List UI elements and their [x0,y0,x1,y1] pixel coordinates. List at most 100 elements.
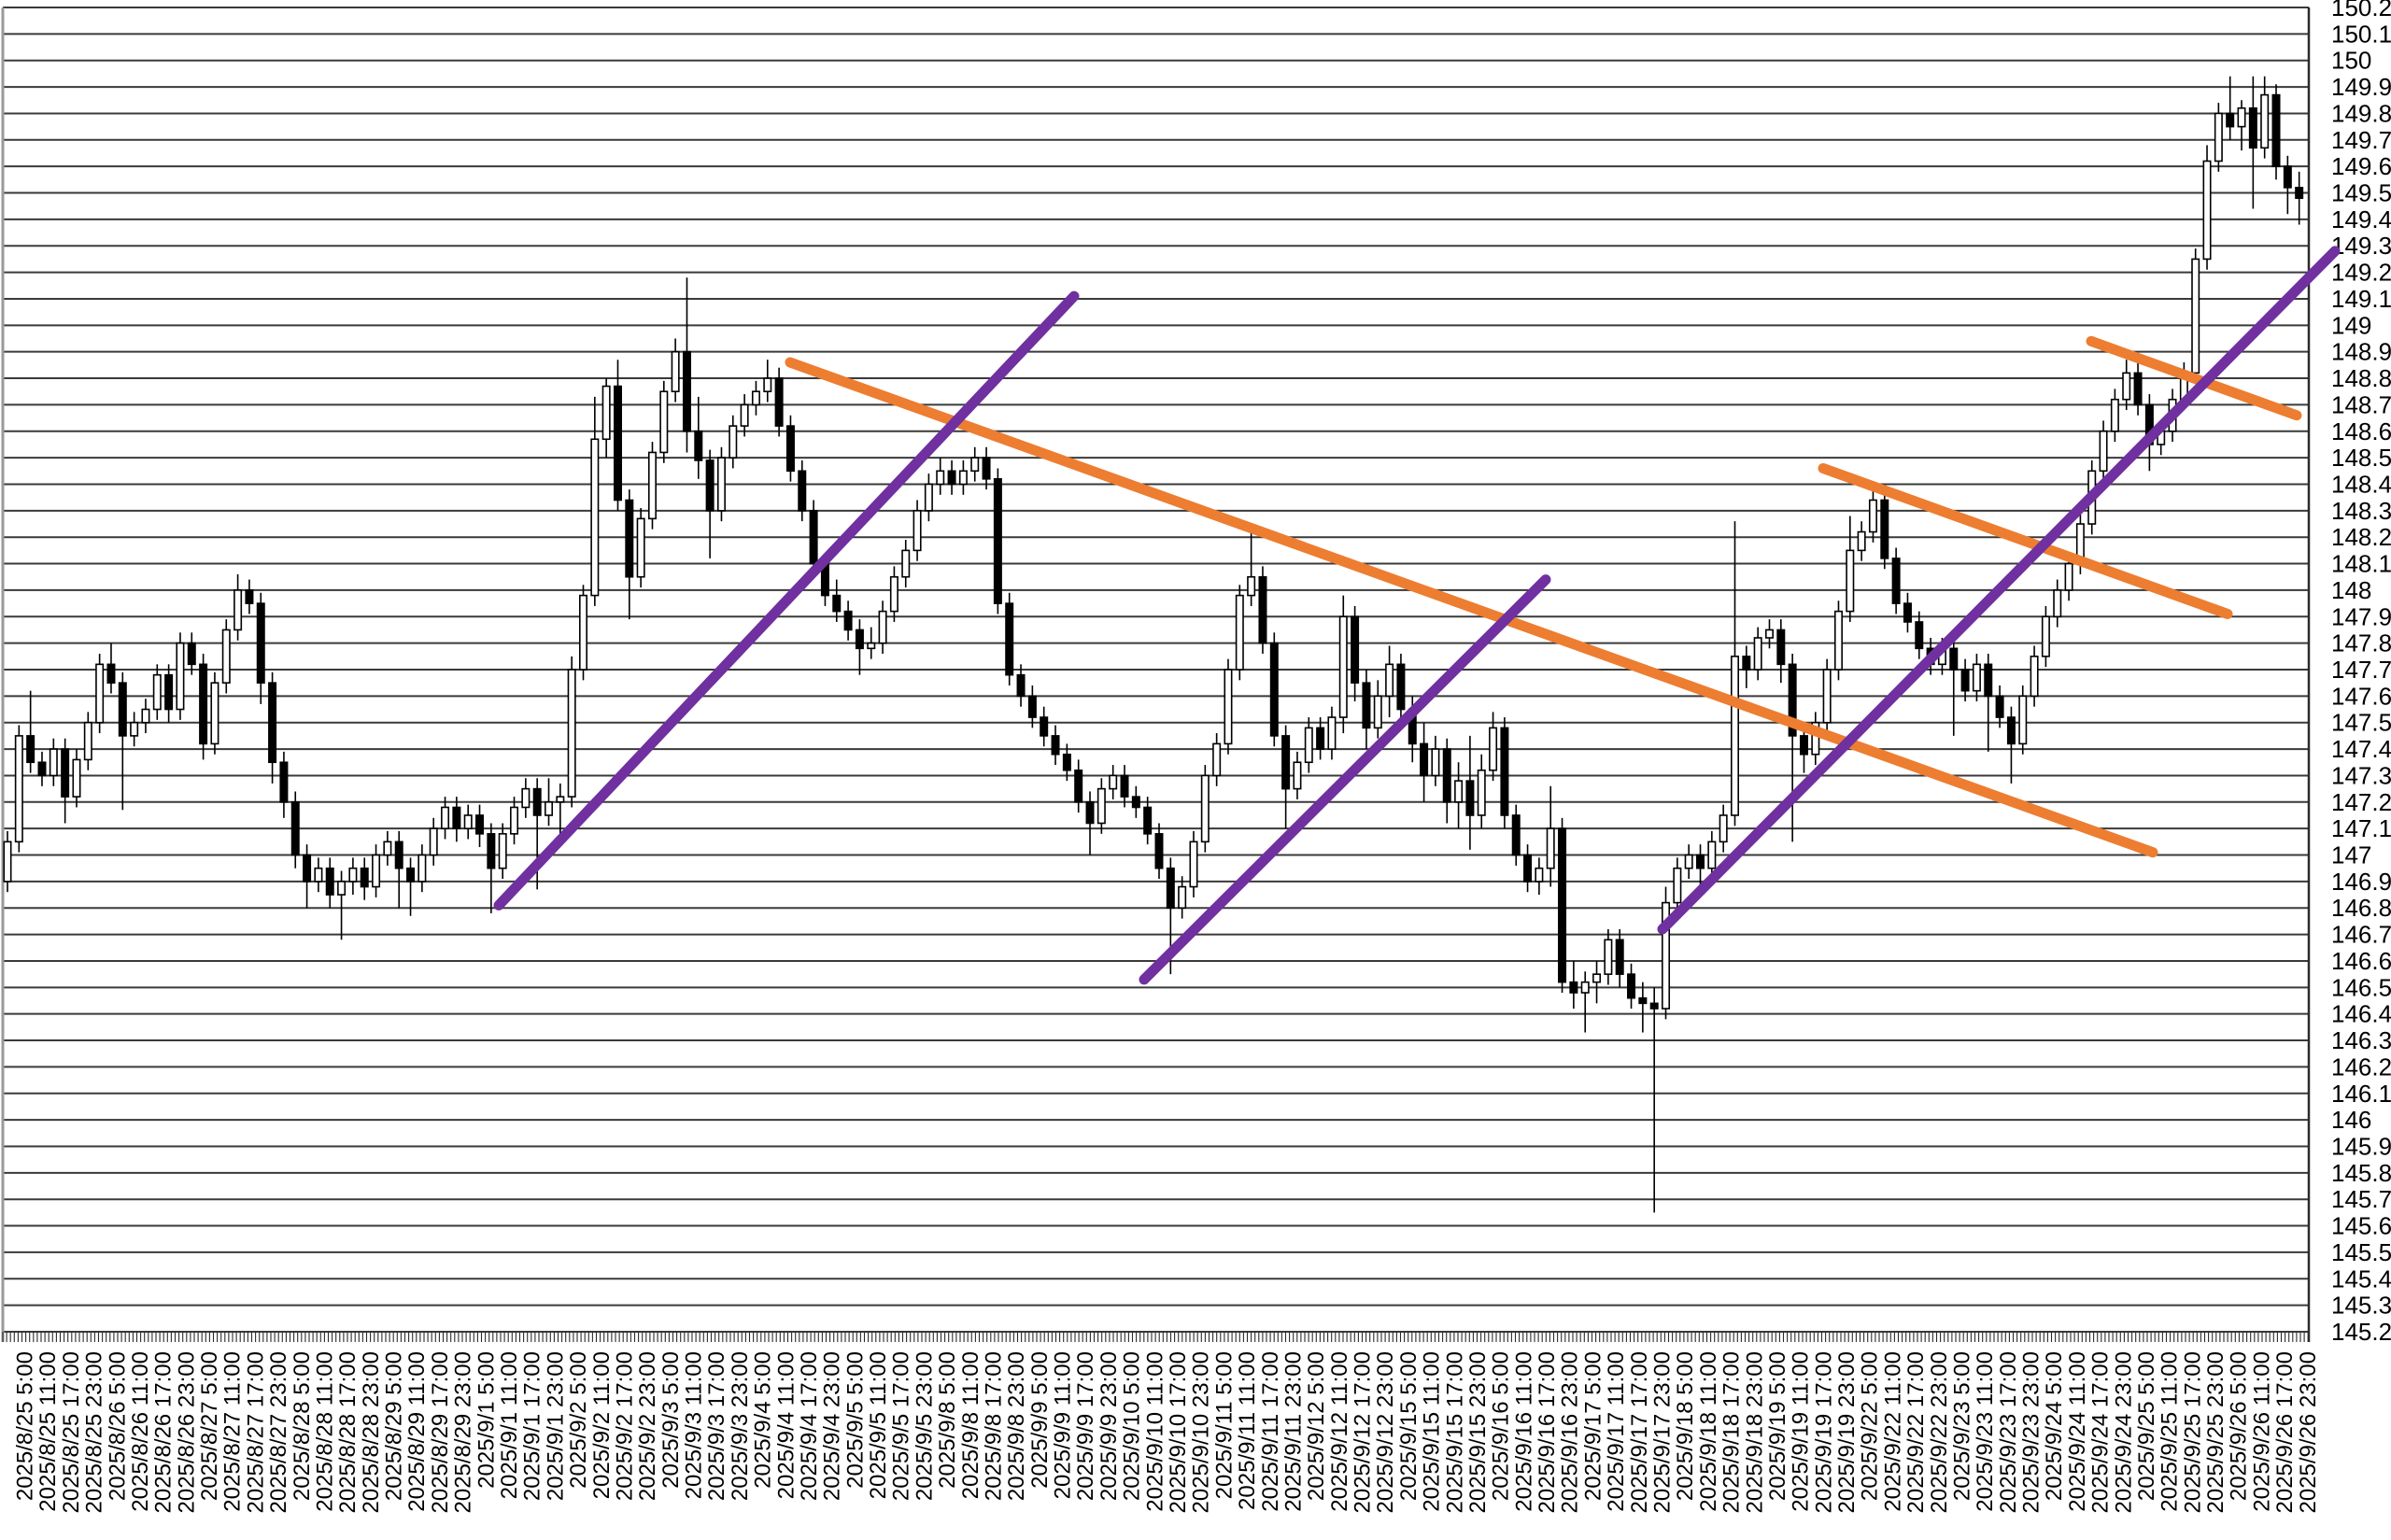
candle [1903,592,1912,633]
y-axis-label: 145.4 [2331,1264,2391,1293]
candle-body-up [176,642,185,711]
candle-body-down [1442,748,1451,803]
x-axis-label: 2025/9/3 11:00 [682,1351,707,1499]
candle-body-up [1662,901,1671,1010]
candle-body-up [913,510,922,552]
candle [1673,857,1682,913]
candle-body-down [2226,112,2235,128]
candle [2226,76,2235,140]
candle-body-down [164,673,174,711]
candle-body-down [1085,800,1095,825]
y-axis-label: 146.3 [2331,1026,2391,1054]
x-axis-label: 2025/9/5 17:00 [889,1351,914,1501]
candle [303,844,312,909]
candle-body-down [1638,996,1648,1005]
y-axis-label: 150 [2331,47,2371,75]
candle [2248,76,2257,209]
y-axis-label: 147.2 [2331,788,2391,816]
candle [785,415,795,482]
x-axis-label: 2025/9/26 17:00 [2272,1351,2298,1514]
candle [970,446,980,482]
candle [176,632,185,720]
y-axis-label: 149.8 [2331,99,2391,127]
candle [1327,706,1337,760]
y-axis-label: 148.4 [2331,470,2391,498]
y-axis-label: 148.7 [2331,390,2391,418]
candle-body-down [452,806,461,829]
candle [152,664,162,720]
candle-body-down [1005,602,1014,676]
candle [1143,797,1153,845]
candle [1154,823,1164,880]
candle-body-down [187,642,196,666]
candle [1592,960,1602,1004]
candle-body-down [1742,656,1751,671]
y-axis-label: 147.9 [2331,602,2391,630]
candle-body-up [2064,562,2073,591]
candle-body-up [1477,769,1486,816]
candle-body-down [832,594,842,613]
candle [1051,725,1060,766]
candle-body-up [1811,721,1820,756]
candle-body-up [1535,867,1544,883]
candle-body-down [1166,867,1175,910]
candle [233,573,243,641]
candle-body-up [1327,716,1337,750]
candle [567,656,576,808]
y-axis-label: 147 [2331,841,2371,869]
candle [694,396,703,479]
y-axis-label: 149.7 [2331,126,2391,154]
candle [1846,516,1855,622]
candle-body-up [1580,981,1590,994]
candle [1915,611,1924,659]
candle [130,712,139,747]
x-axis-label: 2025/9/10 11:00 [1142,1351,1167,1512]
candle-body-up [83,721,92,761]
x-axis-label: 2025/9/24 5:00 [2042,1351,2067,1501]
candle [1040,706,1049,747]
candle-body-up [751,390,760,406]
candle-body-up [1592,973,1602,983]
candle-body-up [958,470,968,486]
candle [1362,670,1371,750]
candle [1523,844,1533,893]
x-axis-label: 2025/9/1 5:00 [474,1351,499,1489]
candle-body-up [659,390,669,454]
x-axis-label: 2025/9/15 11:00 [1420,1351,1445,1512]
candle [1396,653,1406,723]
candle [545,778,554,827]
candle [268,671,277,784]
candle [1719,804,1728,853]
x-axis-label: 2025/9/19 17:00 [1811,1351,1836,1514]
candle [1212,733,1222,786]
candle-body-down [1569,981,1578,994]
x-axis-label: 2025/9/24 17:00 [2088,1351,2114,1514]
candle [452,797,461,842]
candle-body-up [1673,867,1682,904]
candle-body-down [982,457,991,480]
candle [1131,785,1140,818]
x-axis-label: 2025/8/27 5:00 [197,1351,222,1501]
candle [2006,706,2016,784]
y-axis-label: 145.8 [2331,1159,2391,1187]
candle [95,653,105,734]
candle [383,830,392,866]
candle-body-up [2053,589,2062,618]
candle [487,823,496,913]
candle-body-down [2295,187,2304,199]
candle-body-down [279,761,289,803]
candle [889,566,898,622]
y-axis-label: 147.3 [2331,761,2391,789]
x-axis-label: 2025/9/19 23:00 [1834,1351,1860,1514]
x-axis-label: 2025/9/4 17:00 [797,1351,822,1501]
candle-body-down [1016,673,1026,698]
candle-body-down [268,682,277,764]
y-axis-label: 148.8 [2331,364,2391,392]
candle [578,585,587,681]
candle-body-down [1949,647,1959,671]
x-axis-label: 2025/9/23 11:00 [1973,1351,1998,1512]
candle [1822,658,1832,734]
candle-body-up [372,854,381,888]
candle-body-up [1200,774,1210,843]
